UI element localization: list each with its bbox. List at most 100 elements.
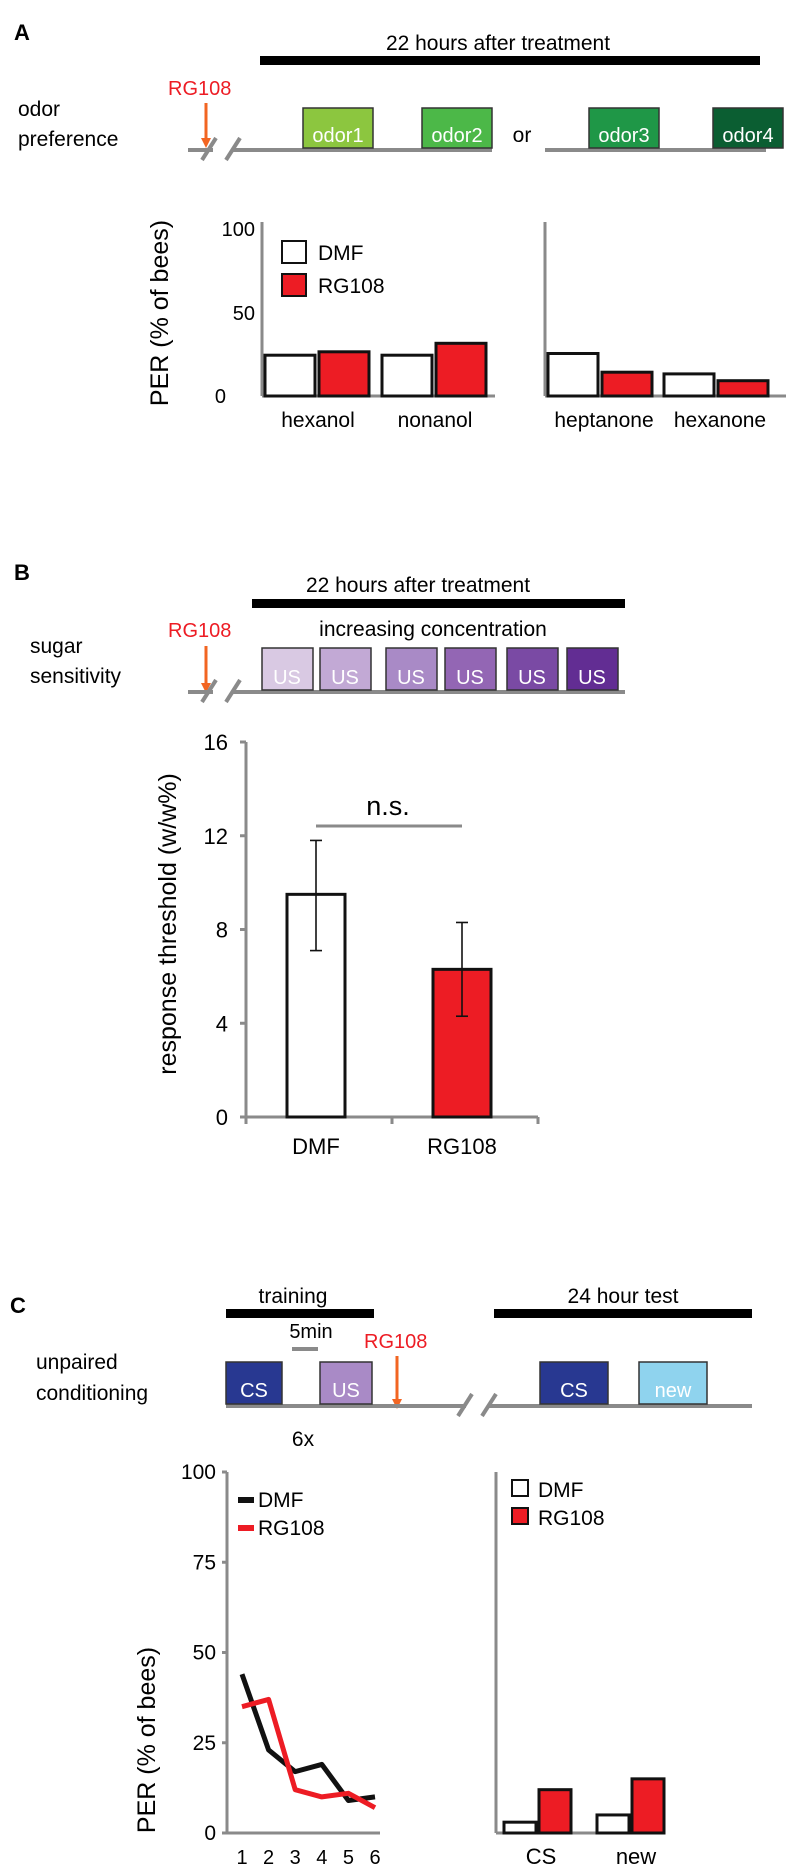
chart-c-ytick-label: 0 xyxy=(204,1822,216,1845)
chart-c-xtick-label: 4 xyxy=(316,1847,327,1869)
chart-c-xtick-label: 6 xyxy=(369,1847,380,1869)
chart-c-test-legend-rg108: RG108 xyxy=(538,1507,605,1530)
panel-c-break-mark-1 xyxy=(456,1392,474,1418)
chart-a-ytick-100: 100 xyxy=(222,219,255,241)
chart-c-ytick-label: 50 xyxy=(193,1642,216,1665)
panel-a-break-mark-1 xyxy=(200,136,218,162)
chart-a-legend-rg108-swatch xyxy=(281,273,307,297)
panel-c-us-label: US xyxy=(332,1380,360,1402)
panel-b-us-label-2: US xyxy=(331,667,359,689)
panel-a-bar-label: 22 hours after treatment xyxy=(386,32,610,55)
panel-c-us-box: US xyxy=(319,1361,373,1405)
chart-a-ytick-0: 0 xyxy=(215,386,226,408)
panel-b-us-box-3: US xyxy=(385,647,438,691)
chart-c-test-bar-cs-rg108 xyxy=(537,1788,573,1835)
panel-c-cs-train-label: CS xyxy=(240,1380,268,1402)
panel-b-us-label-6: US xyxy=(578,667,606,689)
panel-a: A 22 hours after treatment RG108 odor pr… xyxy=(14,20,786,432)
panel-a-odor1-label: odor1 xyxy=(312,125,363,147)
panel-b-us-box-1: US xyxy=(261,647,314,691)
panel-a-letter: A xyxy=(14,20,30,45)
chart-c-legend-rg108-swatch xyxy=(238,1525,254,1531)
panel-a-odor1-box: odor1 xyxy=(302,107,374,149)
panel-b-row-label-1: sugar xyxy=(30,635,83,658)
chart-a-bar-hexanone-dmf xyxy=(662,372,716,398)
chart-c-test-bar-new-rg108 xyxy=(630,1777,666,1835)
panel-c-interval-label: 5min xyxy=(289,1321,332,1343)
chart-a-bar-nonanol-dmf xyxy=(380,353,434,398)
panel-b-duration-bar xyxy=(252,599,625,608)
chart-a-bar-hexanone-rg108 xyxy=(716,379,770,398)
chart-a-legend-dmf: DMF xyxy=(318,242,364,265)
chart-c-training: PER (% of bees) DMF RG108 0 25 50 75 100 1 2 3 4… xyxy=(133,1461,381,1869)
chart-b: response threshold (w/w%) 0 4 8 12 16 DMF RG1… xyxy=(154,730,540,1159)
panel-b-us-box-4: US xyxy=(444,647,497,691)
chart-a-bar-hexanol-dmf xyxy=(263,353,317,398)
chart-c-ylabel: PER (% of bees) xyxy=(133,1647,161,1833)
chart-c-xtick-label: 5 xyxy=(343,1847,354,1869)
chart-a-bar-hexanol-rg108 xyxy=(317,350,371,398)
chart-b-ytick-label: 12 xyxy=(204,824,228,849)
chart-c-ytick-label: 25 xyxy=(193,1732,216,1755)
chart-a-legend-rg108: RG108 xyxy=(318,275,385,298)
chart-a-legend-dmf-swatch xyxy=(281,240,307,264)
chart-a-ytick-50: 50 xyxy=(233,303,255,325)
panel-c-row-label-2: conditioning xyxy=(36,1382,148,1405)
panel-a-odor3-label: odor3 xyxy=(598,125,649,147)
panel-b: B 22 hours after treatment RG108 sugar s… xyxy=(14,560,625,1159)
chart-c-legend-dmf-swatch xyxy=(238,1497,254,1503)
chart-a-ylabel: PER (% of bees) xyxy=(146,220,174,406)
panel-b-us-box-6: US xyxy=(566,647,619,691)
chart-b-xtick-label-dmf: DMF xyxy=(292,1134,340,1159)
chart-c-xtick-label: 2 xyxy=(263,1847,274,1869)
panel-c-cs-test-box: CS xyxy=(539,1361,609,1405)
chart-b-xtick-label-rg108: RG108 xyxy=(427,1134,497,1159)
panel-c-new-box: new xyxy=(638,1361,708,1405)
chart-c-ytick-label: 100 xyxy=(181,1461,216,1484)
panel-a-treatment: RG108 xyxy=(168,78,231,100)
chart-a-group-hexanol: hexanol xyxy=(281,409,355,432)
chart-c-test-legend-dmf-swatch xyxy=(511,1479,529,1497)
chart-b-ytick-label: 16 xyxy=(204,730,228,755)
chart-a-bar-nonanol-rg108 xyxy=(434,341,488,398)
chart-b-ytick-label: 0 xyxy=(216,1105,228,1130)
chart-c-test-legend-dmf: DMF xyxy=(538,1479,584,1502)
chart-a-bar-heptanone-dmf xyxy=(546,352,600,398)
panel-b-concentration-label: increasing concentration xyxy=(319,618,547,641)
chart-c-xtick-label: 1 xyxy=(236,1847,247,1869)
panel-b-treatment: RG108 xyxy=(168,620,231,642)
panel-a-odor2-box: odor2 xyxy=(421,107,493,149)
chart-c-test-legend-rg108-swatch xyxy=(511,1507,529,1525)
panel-c-repeat-label: 6x xyxy=(292,1428,315,1451)
panel-c-test-bar xyxy=(494,1309,752,1318)
chart-c-test-xtick-label-cs: CS xyxy=(526,1844,557,1869)
panel-b-us-label-1: US xyxy=(273,667,301,689)
panel-a-odor4-label: odor4 xyxy=(722,125,773,147)
chart-c-legend-dmf: DMF xyxy=(258,1489,304,1512)
chart-b-ylabel: response threshold (w/w%) xyxy=(154,773,182,1075)
panel-c-row-label-1: unpaired xyxy=(36,1351,118,1374)
panel-b-us-box-5: US xyxy=(506,647,559,691)
chart-b-ytick-label: 4 xyxy=(216,1011,228,1036)
panel-b-row-label-2: sensitivity xyxy=(30,665,122,688)
chart-b-ytick-label: 8 xyxy=(216,918,228,943)
panel-a-row-label-2: preference xyxy=(18,128,118,151)
panel-b-break-mark-1 xyxy=(200,678,218,704)
panel-c-new-label: new xyxy=(655,1380,692,1402)
panel-a-duration-bar xyxy=(260,56,760,65)
panel-b-us-label-5: US xyxy=(518,667,546,689)
panel-c-training-bar xyxy=(226,1309,374,1318)
chart-c-test-marks: CS new xyxy=(502,1777,666,1869)
chart-b-significance-label: n.s. xyxy=(366,791,410,821)
chart-a-group-heptanone: heptanone xyxy=(554,409,653,432)
panel-c-cs-train-box: CS xyxy=(225,1361,283,1405)
panel-a-row-label-1: odor xyxy=(18,98,60,121)
panel-a-or: or xyxy=(513,124,532,147)
chart-c-line-rg108 xyxy=(241,1696,377,1810)
chart-c-training-marks: 0 25 50 75 100 1 2 3 4 5 6 xyxy=(181,1461,381,1869)
chart-a-bar-heptanone-rg108 xyxy=(600,370,654,398)
panel-c: C training 24 hour test 5min RG108 unpai… xyxy=(10,1285,752,1869)
panel-b-us-label-3: US xyxy=(397,667,425,689)
panel-a-odor2-label: odor2 xyxy=(431,125,482,147)
